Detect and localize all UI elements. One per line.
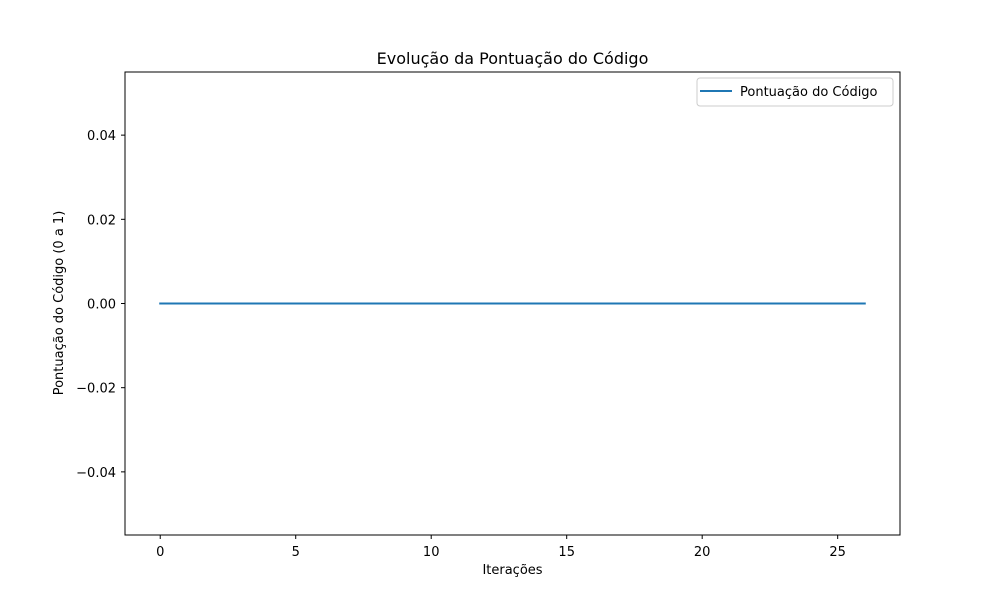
y-tick-label: −0.04 xyxy=(76,466,116,481)
y-tick-label: 0.04 xyxy=(87,129,116,144)
x-tick-label: 20 xyxy=(694,545,711,560)
y-axis-ticks: 0.04 0.02 0.00 −0.02 −0.04 xyxy=(76,129,125,481)
x-tick-label: 5 xyxy=(292,545,300,560)
y-axis-label: Pontuação do Código (0 a 1) xyxy=(52,211,67,396)
plot-area-frame xyxy=(124,71,901,536)
x-tick-label: 10 xyxy=(423,545,440,560)
x-axis-label: Iterações xyxy=(482,563,542,578)
x-axis-ticks: 0 5 10 15 20 25 xyxy=(156,535,846,560)
x-tick-label: 15 xyxy=(558,545,575,560)
legend-label: Pontuação do Código xyxy=(740,85,878,100)
legend: Pontuação do Código xyxy=(696,77,894,107)
legend-box xyxy=(696,77,894,107)
y-tick-label: 0.02 xyxy=(87,213,116,228)
chart-title: Evolução da Pontuação do Código xyxy=(377,49,649,68)
x-tick-label: 25 xyxy=(829,545,846,560)
y-tick-label: −0.02 xyxy=(76,382,116,397)
x-tick-label: 0 xyxy=(156,545,164,560)
y-tick-label: 0.00 xyxy=(87,298,116,313)
